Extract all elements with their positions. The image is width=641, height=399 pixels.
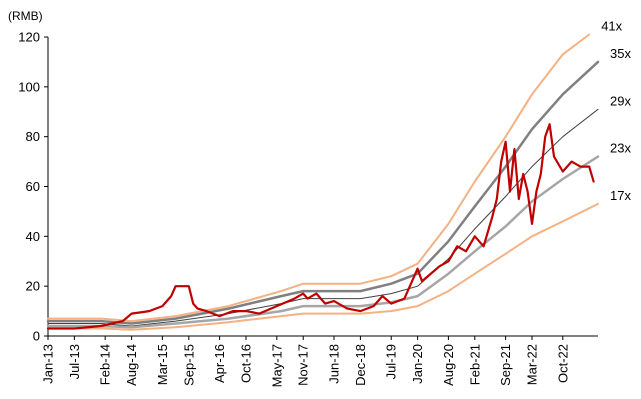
- y-tick-label: 80: [26, 129, 40, 144]
- y-axis-unit-label: (RMB): [8, 9, 43, 23]
- x-tick-label: Jan-20: [410, 344, 425, 384]
- band-label: 35x: [610, 46, 631, 61]
- x-tick-label: Feb-14: [98, 344, 113, 385]
- x-tick-label: Aug-14: [124, 344, 139, 386]
- y-tick-label: 100: [18, 79, 40, 94]
- series-layer: [46, 33, 600, 331]
- x-tick-label: Sep-21: [498, 344, 513, 386]
- x-axis: Jan-13 Jul-13 Feb-14 Aug-14 Mar-15 Sep-15 Apr-…: [41, 335, 598, 387]
- band-line-35x: [46, 60, 600, 325]
- y-tick-label: 60: [26, 179, 40, 194]
- y-tick-label: 20: [26, 279, 40, 294]
- band-label: 29x: [610, 93, 631, 108]
- band-label: 41x: [601, 19, 622, 34]
- x-tick-label: Jul-13: [67, 344, 82, 379]
- x-tick-label: May-17: [269, 344, 284, 387]
- y-tick-label: 40: [26, 229, 40, 244]
- share-price-line: [46, 123, 595, 330]
- x-tick-label: Mar-22: [525, 344, 540, 385]
- x-tick-label: Nov-17: [296, 344, 311, 386]
- y-axis: 0 20 40 60 80 100 120: [18, 30, 49, 344]
- x-tick-label: Jan-13: [41, 344, 56, 384]
- x-tick-label: Dec-18: [353, 344, 368, 386]
- band-label: 17x: [610, 188, 631, 203]
- x-tick-label: Mar-15: [155, 344, 170, 385]
- band-line-17x: [47, 202, 599, 331]
- band-line-29x: [47, 108, 599, 327]
- x-tick-label: Jul-19: [384, 344, 399, 379]
- x-tick-label: Jun-18: [327, 344, 342, 384]
- band-line-41x: [47, 33, 591, 323]
- x-tick-label: Apr-16: [212, 344, 227, 383]
- y-tick-label: 120: [18, 30, 40, 45]
- x-tick-label: Sep-15: [181, 344, 196, 386]
- x-tick-label: Oct-16: [239, 344, 254, 383]
- x-tick-label: Aug-20: [441, 344, 456, 386]
- y-tick-label: 0: [33, 329, 40, 344]
- x-tick-label: Feb-21: [467, 344, 482, 385]
- x-tick-label: Oct-22: [555, 344, 570, 383]
- band-label: 23x: [610, 141, 631, 156]
- band-labels: 41x 35x 29x 23x 17x: [601, 19, 631, 203]
